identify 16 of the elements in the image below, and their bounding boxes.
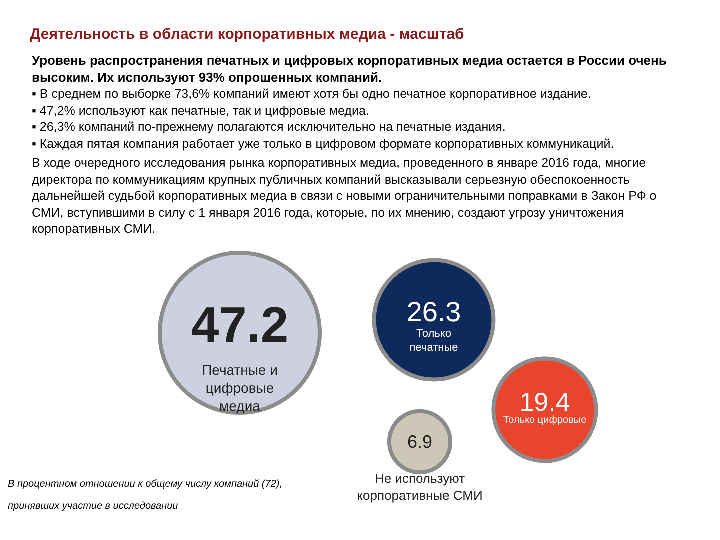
category-label: Только печатные bbox=[408, 327, 460, 356]
text: ▪ Каждая пятая компания работает уже только в цифровом формате корпоративных коммуникаций. bbox=[32, 136, 616, 152]
data-label: 6.9 bbox=[407, 432, 433, 452]
text: ▪ 26,3% компаний по-прежнему полагаются исключительно на печатные издания. bbox=[32, 119, 507, 136]
text: В ходе очередного исследования рынка корпоративных медиа, проведенного в январе 2016 года, многие директора по коммуникациям крупных публичных компаний высказывали серьезную обеспокоенность дальнейшей судьбой корпоративных медиа в связи с новыми ограничительными поправками в Закон РФ о СМИ, вступившими в силу с 1 января 2016 года, которые, по их мнению, создают угрозу уничтожения корпоративных СМИ. bbox=[32, 155, 658, 238]
category-label: Только цифровые bbox=[502, 414, 588, 427]
category-label: Печатные и цифровые медиа bbox=[201, 361, 279, 416]
data-label: 19.4 bbox=[520, 387, 570, 417]
category-label: Не используют корпоративные СМИ bbox=[356, 471, 484, 505]
text: ▪ В среднем по выборке 73,6% компаний имеют хотя бы одно печатное корпоративное издание. bbox=[32, 86, 592, 102]
text: ▪ 47,2% используют как печатные, так и цифровые медиа. bbox=[32, 102, 370, 119]
data-label: 26.3 bbox=[406, 296, 462, 328]
data-label: 47.2 bbox=[191, 297, 289, 353]
text: Деятельность в области корпоративных медиа - масштаб bbox=[30, 26, 464, 43]
text: В процентном отношении к общему числу компаний (72), принявших участие в исследовании bbox=[8, 478, 284, 514]
text: Уровень распространения печатных и цифровых корпоративных медиа остается в России очень высоким. Их используют 93% опрошенных компаний. bbox=[32, 52, 668, 86]
